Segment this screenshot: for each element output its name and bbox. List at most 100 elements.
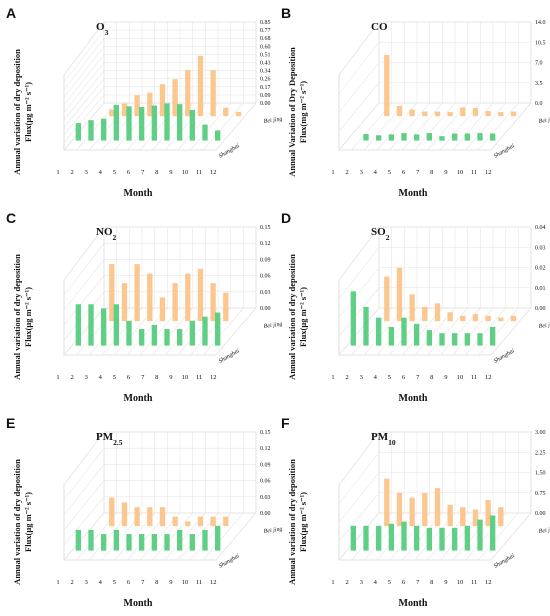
z-tick-label: 0.15	[260, 225, 271, 231]
gridline	[414, 102, 456, 151]
gridline	[465, 102, 506, 151]
bar-shanghai-3	[376, 317, 382, 346]
bar-shanghai-2	[363, 525, 369, 551]
z-tick-label: 0.51	[260, 52, 271, 58]
bar-shanghai-6	[414, 525, 420, 551]
bar-shanghai-11	[202, 529, 208, 551]
panel-letter: B	[281, 5, 291, 21]
bar-shanghai-10	[464, 525, 470, 551]
z-tick-label: 0.60	[260, 44, 271, 50]
month-tick-label: 11	[471, 579, 477, 586]
bar-beijing-8	[460, 315, 466, 322]
site-label-shanghai: Shanghai	[493, 143, 516, 160]
bar-shanghai-8	[164, 103, 170, 141]
month-tick-label: 11	[196, 579, 202, 586]
gridline	[478, 102, 519, 151]
bar-shanghai-2	[88, 529, 94, 551]
z-tick-label: 3.00	[535, 430, 546, 436]
panel-letter: A	[6, 5, 16, 21]
bar-shanghai-12	[490, 515, 496, 551]
month-tick-label: 4	[374, 579, 378, 586]
site-label-beijing: Bei jing	[538, 116, 550, 125]
z-tick-label: 0.09	[260, 257, 271, 263]
z-tick-label: 0.03	[260, 495, 271, 501]
bar-beijing-6	[434, 488, 441, 527]
z-tick-label: 0.03	[260, 290, 271, 296]
bar-shanghai-12	[215, 312, 221, 346]
bar-shanghai-11	[477, 333, 483, 346]
gridline	[465, 307, 506, 356]
bar-shanghai-5	[126, 534, 132, 551]
month-tick-label: 9	[444, 169, 447, 176]
bar-shanghai-8	[439, 333, 445, 346]
bar-beijing-12	[510, 111, 517, 117]
bar-shanghai-10	[464, 133, 470, 141]
z-tick-label: 0.03	[535, 245, 546, 251]
gridline	[478, 512, 519, 561]
gridline	[490, 512, 532, 561]
z-tick-label: 14.0	[535, 20, 546, 26]
bar-beijing-5	[422, 111, 428, 117]
bar-shanghai-8	[439, 136, 445, 141]
month-tick-label: 12	[210, 169, 217, 176]
month-tick-label: 9	[169, 169, 172, 176]
site-label-shanghai: Shanghai	[493, 553, 516, 570]
z-tick-label: 0.02	[535, 266, 546, 272]
bar-beijing-11	[498, 112, 504, 117]
x-axis-label: Month	[124, 393, 153, 404]
z-tick-label: 0.00	[260, 511, 271, 517]
bar-shanghai-6	[139, 329, 145, 346]
z-tick-label: 0.00	[535, 306, 546, 312]
x-axis-label: Month	[399, 188, 428, 199]
month-tick-label: 5	[388, 579, 391, 586]
bar-shanghai-8	[439, 527, 445, 551]
z-tick-label: 2.25	[535, 450, 546, 456]
month-tick-label: 2	[345, 579, 348, 586]
bar-beijing-2	[384, 55, 390, 117]
chart-title: PM10	[371, 431, 396, 447]
gridline	[490, 307, 532, 356]
month-tick-label: 4	[374, 374, 378, 381]
month-tick-label: 4	[99, 579, 103, 586]
x-axis-label: Month	[124, 188, 153, 199]
bar-shanghai-12	[490, 327, 496, 346]
month-tick-label: 1	[56, 374, 59, 381]
bar-shanghai-3	[376, 525, 382, 551]
month-tick-label: 7	[416, 374, 420, 381]
z-tick-label: 0.04	[535, 225, 546, 231]
gridline	[63, 259, 105, 311]
bar-beijing-11	[498, 507, 504, 527]
bar-beijing-9	[197, 516, 204, 527]
bar-beijing-11	[223, 292, 229, 322]
month-tick-label: 5	[113, 579, 116, 586]
gridline	[63, 62, 105, 113]
bar-beijing-7	[447, 112, 453, 117]
month-tick-label: 10	[457, 374, 464, 381]
month-tick-label: 10	[457, 169, 464, 176]
bar-shanghai-5	[126, 320, 132, 346]
bar-shanghai-5	[401, 133, 407, 141]
month-tick-label: 2	[70, 374, 73, 381]
gridline	[152, 512, 193, 561]
gridline	[215, 512, 257, 561]
month-tick-label: 8	[430, 169, 433, 176]
month-tick-label: 7	[141, 169, 145, 176]
bar-shanghai-12	[215, 525, 221, 551]
panel-letter: F	[281, 415, 290, 431]
bar-beijing-3	[121, 103, 128, 117]
gridline	[203, 512, 244, 561]
z-tick-label: 0.09	[260, 93, 271, 99]
bar-shanghai-6	[139, 534, 145, 551]
month-tick-label: 5	[388, 374, 391, 381]
bar-beijing-8	[185, 70, 191, 117]
month-tick-label: 8	[430, 374, 433, 381]
site-label-shanghai: Shanghai	[218, 553, 241, 570]
bar-beijing-5	[147, 273, 153, 322]
month-tick-label: 7	[416, 579, 420, 586]
panel-letter: D	[281, 210, 291, 226]
bar-shanghai-4	[388, 134, 394, 141]
month-tick-label: 9	[444, 579, 447, 586]
x-axis-label: Month	[399, 598, 428, 609]
bar-shanghai-9	[452, 333, 458, 346]
